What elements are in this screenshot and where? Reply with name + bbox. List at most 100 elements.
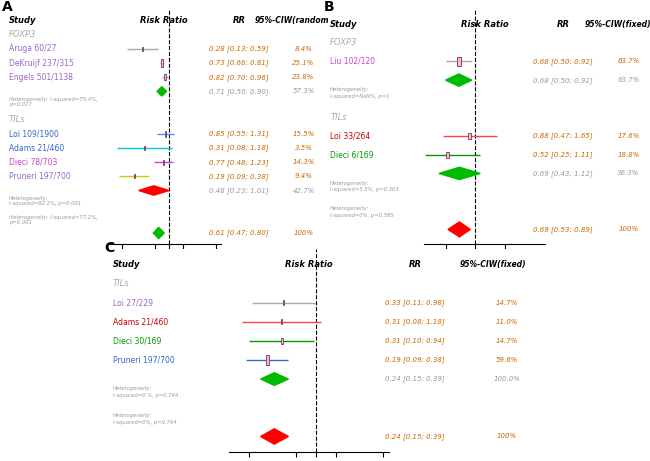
Text: Pruneri 197/700: Pruneri 197/700 — [113, 355, 175, 365]
Text: 95%-CIW(random): 95%-CIW(random) — [254, 16, 333, 25]
Polygon shape — [153, 227, 164, 239]
Text: 0.71 [0.56; 0.90]: 0.71 [0.56; 0.90] — [209, 88, 269, 95]
Text: 9.4%: 9.4% — [294, 173, 313, 179]
Text: 57.3%: 57.3% — [292, 89, 315, 95]
Bar — [162, 160, 164, 165]
Text: 14.7%: 14.7% — [496, 300, 518, 306]
Text: 0.69 [0.43; 1.12]: 0.69 [0.43; 1.12] — [534, 170, 593, 177]
Text: 15.5%: 15.5% — [292, 131, 315, 137]
Text: p=0.001: p=0.001 — [8, 220, 31, 225]
Text: 59.6%: 59.6% — [496, 357, 518, 363]
Text: 0.73 [0.66; 0.81]: 0.73 [0.66; 0.81] — [209, 59, 269, 66]
Text: Aruga 60/27: Aruga 60/27 — [8, 44, 56, 53]
Polygon shape — [439, 167, 480, 180]
Text: 0.69 [0.53; 0.89]: 0.69 [0.53; 0.89] — [534, 226, 593, 233]
Polygon shape — [445, 74, 472, 86]
Text: Heterogeneity:: Heterogeneity: — [330, 207, 370, 212]
Text: Loi 109/1900: Loi 109/1900 — [8, 130, 58, 138]
Text: Heterogeneity:: Heterogeneity: — [330, 181, 370, 185]
Bar — [281, 319, 283, 324]
Text: 0.31 [0.08; 1.18]: 0.31 [0.08; 1.18] — [209, 145, 269, 151]
Bar — [142, 47, 144, 51]
Text: Loi 27/229: Loi 27/229 — [113, 298, 153, 307]
Text: Study: Study — [8, 16, 36, 25]
Text: 95%-CIW(fixed): 95%-CIW(fixed) — [460, 260, 526, 269]
Text: FOXP3: FOXP3 — [330, 38, 358, 47]
Text: I-squared=0%, p=0.585: I-squared=0%, p=0.585 — [330, 213, 394, 219]
Bar — [456, 57, 461, 66]
Text: I-squared=82.2%, p=0.001: I-squared=82.2%, p=0.001 — [8, 201, 81, 206]
Text: 63.7%: 63.7% — [618, 59, 640, 65]
Text: 0.48 [0.23; 1.01]: 0.48 [0.23; 1.01] — [209, 187, 269, 194]
Text: RR: RR — [233, 16, 246, 25]
Polygon shape — [157, 87, 166, 96]
Text: I-squared=0%, p=0.764: I-squared=0%, p=0.764 — [113, 420, 177, 425]
Text: 0.68 [0.50; 0.92]: 0.68 [0.50; 0.92] — [534, 77, 593, 83]
Polygon shape — [138, 186, 169, 195]
Text: TILs: TILs — [330, 113, 347, 122]
Polygon shape — [448, 222, 471, 237]
Text: Dieci 78/703: Dieci 78/703 — [8, 158, 57, 167]
Text: Dieci 30/169: Dieci 30/169 — [113, 336, 161, 345]
Text: 100%: 100% — [618, 226, 638, 232]
Bar — [281, 338, 283, 343]
Text: 14.7%: 14.7% — [496, 338, 518, 344]
Bar — [144, 147, 145, 149]
Text: 0.77 [0.48; 1.23]: 0.77 [0.48; 1.23] — [209, 159, 269, 165]
Text: 0.85 [0.55; 1.31]: 0.85 [0.55; 1.31] — [209, 130, 269, 137]
Text: Heterogeneity:: Heterogeneity: — [113, 413, 152, 418]
Text: TILs: TILs — [8, 115, 25, 124]
Text: Study: Study — [330, 20, 358, 29]
Text: Study: Study — [113, 260, 140, 269]
Polygon shape — [261, 373, 289, 385]
Text: 0.52 [0.25; 1.11]: 0.52 [0.25; 1.11] — [534, 151, 593, 158]
Text: 0.88 [0.47; 1.65]: 0.88 [0.47; 1.65] — [534, 133, 593, 140]
Bar — [266, 355, 269, 365]
X-axis label: HER2 subtype: HER2 subtype — [446, 266, 523, 276]
Text: I-squared=NaN%, p=1: I-squared=NaN%, p=1 — [330, 94, 390, 99]
Bar — [134, 174, 135, 178]
Text: 0.31 [0.10; 0.94]: 0.31 [0.10; 0.94] — [385, 337, 445, 344]
Text: Pruneri 197/700: Pruneri 197/700 — [8, 172, 70, 181]
Text: 0.19 [0.09; 0.38]: 0.19 [0.09; 0.38] — [209, 173, 269, 180]
Text: C: C — [105, 241, 115, 255]
Bar — [469, 133, 471, 139]
Text: RR: RR — [556, 20, 569, 29]
Text: DeKruijf 237/315: DeKruijf 237/315 — [8, 59, 73, 68]
Text: 23.8%: 23.8% — [292, 74, 315, 80]
Text: 63.7%: 63.7% — [618, 77, 640, 83]
Text: 0.28 [0.13; 0.59]: 0.28 [0.13; 0.59] — [209, 46, 269, 52]
Text: Engels 501/1138: Engels 501/1138 — [8, 73, 73, 82]
Text: 11.0%: 11.0% — [496, 319, 518, 325]
Bar — [446, 152, 448, 158]
Text: 36.3%: 36.3% — [618, 171, 640, 177]
Text: Adams 21/460: Adams 21/460 — [8, 143, 64, 153]
Text: 100%: 100% — [497, 433, 517, 439]
Text: Heterogeneity:: Heterogeneity: — [113, 386, 152, 391]
Text: 0.82 [0.70; 0.96]: 0.82 [0.70; 0.96] — [209, 74, 269, 81]
Polygon shape — [261, 429, 289, 444]
Text: 0.31 [0.08; 1.18]: 0.31 [0.08; 1.18] — [385, 318, 445, 325]
Text: 100%: 100% — [294, 230, 314, 236]
Text: 8.4%: 8.4% — [294, 46, 313, 52]
Text: 0.19 [0.09; 0.38]: 0.19 [0.09; 0.38] — [385, 356, 445, 363]
Text: B: B — [324, 0, 334, 14]
Text: 0.68 [0.50; 0.92]: 0.68 [0.50; 0.92] — [534, 58, 593, 65]
Text: Risk Ratio: Risk Ratio — [140, 16, 188, 25]
Bar — [164, 74, 166, 81]
Text: Risk Ratio: Risk Ratio — [285, 260, 333, 269]
Text: Dieci 6/169: Dieci 6/169 — [330, 150, 374, 159]
Text: 14.3%: 14.3% — [292, 159, 315, 165]
Text: 3.5%: 3.5% — [294, 145, 313, 151]
Text: Adams 21/460: Adams 21/460 — [113, 317, 168, 326]
Bar — [161, 59, 163, 66]
Text: RR: RR — [409, 260, 422, 269]
Text: 0.24 [0.15; 0.39]: 0.24 [0.15; 0.39] — [385, 376, 445, 383]
Text: p=0.017: p=0.017 — [8, 101, 31, 106]
Text: 100.0%: 100.0% — [494, 376, 521, 382]
Text: 17.6%: 17.6% — [618, 133, 640, 139]
Text: Heterogeneity: I-squared=77.2%,: Heterogeneity: I-squared=77.2%, — [8, 215, 97, 220]
Text: Heterogeneity:: Heterogeneity: — [330, 87, 370, 92]
Text: 18.8%: 18.8% — [618, 152, 640, 158]
Text: 95%-CIW(fixed): 95%-CIW(fixed) — [585, 20, 650, 29]
